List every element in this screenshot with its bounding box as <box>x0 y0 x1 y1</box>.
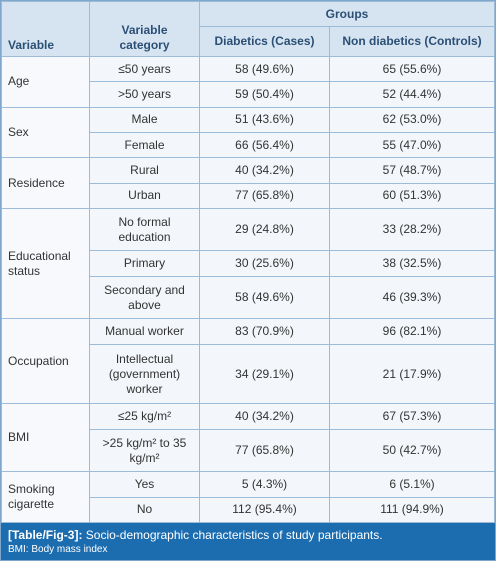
controls-cell: 33 (28.2%) <box>329 207 495 252</box>
category-cell: Yes <box>89 471 200 498</box>
header-cell: Non diabetics (Controls) <box>329 26 495 57</box>
caption-label: [Table/Fig-3]: <box>8 528 83 542</box>
variable-cell: BMI <box>1 403 90 473</box>
caption: [Table/Fig-3]: Socio-demographic charact… <box>1 523 495 560</box>
table-row: Female 66 (56.4%) 55 (47.0%) <box>2 131 495 159</box>
data-table: Variable Variable category Groups Diabet… <box>1 1 495 524</box>
controls-cell: 55 (47.0%) <box>329 131 495 159</box>
category-cell: ≤50 years <box>89 55 200 83</box>
caption-note: BMI: Body mass index <box>8 544 108 555</box>
cases-cell: 77 (65.8%) <box>199 428 330 473</box>
controls-cell: 67 (57.3%) <box>329 403 495 430</box>
category-cell: Primary <box>89 250 200 277</box>
caption-text: Socio-demographic characteristics of stu… <box>85 528 383 542</box>
category-cell: Female <box>89 131 200 159</box>
table-row: Primary 30 (25.6%) 38 (32.5%) <box>2 250 495 277</box>
cases-cell: 112 (95.4%) <box>199 496 330 524</box>
table-row: Urban 77 (65.8%) 60 (51.3%) <box>2 182 495 209</box>
controls-cell: 57 (48.7%) <box>329 157 495 184</box>
table-row: BMI ≤25 kg/m² 40 (34.2%) 67 (57.3%) <box>1 403 495 473</box>
table-row: Age ≤50 years 58 (49.6%) 65 (55.6%) <box>1 55 495 108</box>
cases-cell: 30 (25.6%) <box>199 250 330 277</box>
table-row: Sex Male 51 (43.6%) 62 (53.0%) <box>1 106 495 159</box>
variable-cell: Educational status <box>1 207 90 320</box>
cases-cell: 5 (4.3%) <box>199 471 330 498</box>
cases-cell: 29 (24.8%) <box>199 207 330 252</box>
controls-cell: 111 (94.9%) <box>329 496 495 524</box>
cases-cell: 58 (49.6%) <box>199 275 330 320</box>
cases-cell: 66 (56.4%) <box>199 131 330 159</box>
table-row: Intellectual (government) worker 34 (29.1… <box>2 343 495 405</box>
table-header: Variable Variable category Groups Diabet… <box>1 1 495 57</box>
category-cell: No <box>89 496 200 524</box>
variable-cell: Sex <box>1 106 90 159</box>
table-row: >50 years 59 (50.4%) 52 (44.4%) <box>2 81 495 108</box>
cases-cell: 40 (34.2%) <box>199 157 330 184</box>
table-row: Educational status No formal education 29 … <box>1 207 495 320</box>
controls-cell: 65 (55.6%) <box>329 55 495 83</box>
cases-cell: 34 (29.1%) <box>199 343 330 405</box>
controls-cell: 96 (82.1%) <box>329 318 495 345</box>
header-cell: Groups <box>199 1 495 27</box>
controls-cell: 38 (32.5%) <box>329 250 495 277</box>
category-cell: Male <box>89 106 200 133</box>
variable-cell: Residence <box>1 157 90 209</box>
table-body: Age ≤50 years 58 (49.6%) 65 (55.6%) >50 year… <box>1 55 495 524</box>
cases-cell: 83 (70.9%) <box>199 318 330 345</box>
controls-cell: 62 (53.0%) <box>329 106 495 133</box>
table-row: Occupation Manual worker 83 (70.9%) 96 (82.… <box>1 318 495 405</box>
category-cell: Manual worker <box>89 318 200 345</box>
category-cell: Secondary and above <box>89 275 200 320</box>
table-row: Residence Rural 40 (34.2%) 57 (48.7%) <box>1 157 495 209</box>
controls-cell: 21 (17.9%) <box>329 343 495 405</box>
variable-cell: Occupation <box>1 318 90 405</box>
cases-cell: 51 (43.6%) <box>199 106 330 133</box>
table-row: Smoking cigarette Yes 5 (4.3%) 6 (5.1%) <box>1 471 495 523</box>
category-cell: No formal education <box>89 207 200 252</box>
table-row: No 112 (95.4%) 111 (94.9%) <box>2 496 495 524</box>
controls-cell: 52 (44.4%) <box>329 81 495 108</box>
controls-cell: 60 (51.3%) <box>329 182 495 209</box>
cases-cell: 59 (50.4%) <box>199 81 330 108</box>
variable-cell: Age <box>1 56 90 108</box>
controls-cell: 50 (42.7%) <box>329 428 495 473</box>
controls-cell: 46 (39.3%) <box>329 275 495 320</box>
cases-cell: 40 (34.2%) <box>199 403 330 430</box>
category-cell: Rural <box>89 157 200 184</box>
variable-cell: Smoking cigarette <box>1 471 90 523</box>
header-cell: Variable <box>1 1 90 57</box>
cases-cell: 77 (65.8%) <box>199 182 330 209</box>
controls-cell: 6 (5.1%) <box>329 471 495 498</box>
category-cell: Urban <box>89 182 200 209</box>
category-cell: Intellectual (government) worker <box>89 343 200 405</box>
header-cell: Diabetics (Cases) <box>199 26 330 57</box>
category-cell: ≤25 kg/m² <box>89 403 200 430</box>
cases-cell: 58 (49.6%) <box>199 55 330 83</box>
header-cell: Variable category <box>89 1 200 57</box>
category-cell: >25 kg/m² to 35 kg/m² <box>89 428 200 473</box>
category-cell: >50 years <box>89 81 200 108</box>
